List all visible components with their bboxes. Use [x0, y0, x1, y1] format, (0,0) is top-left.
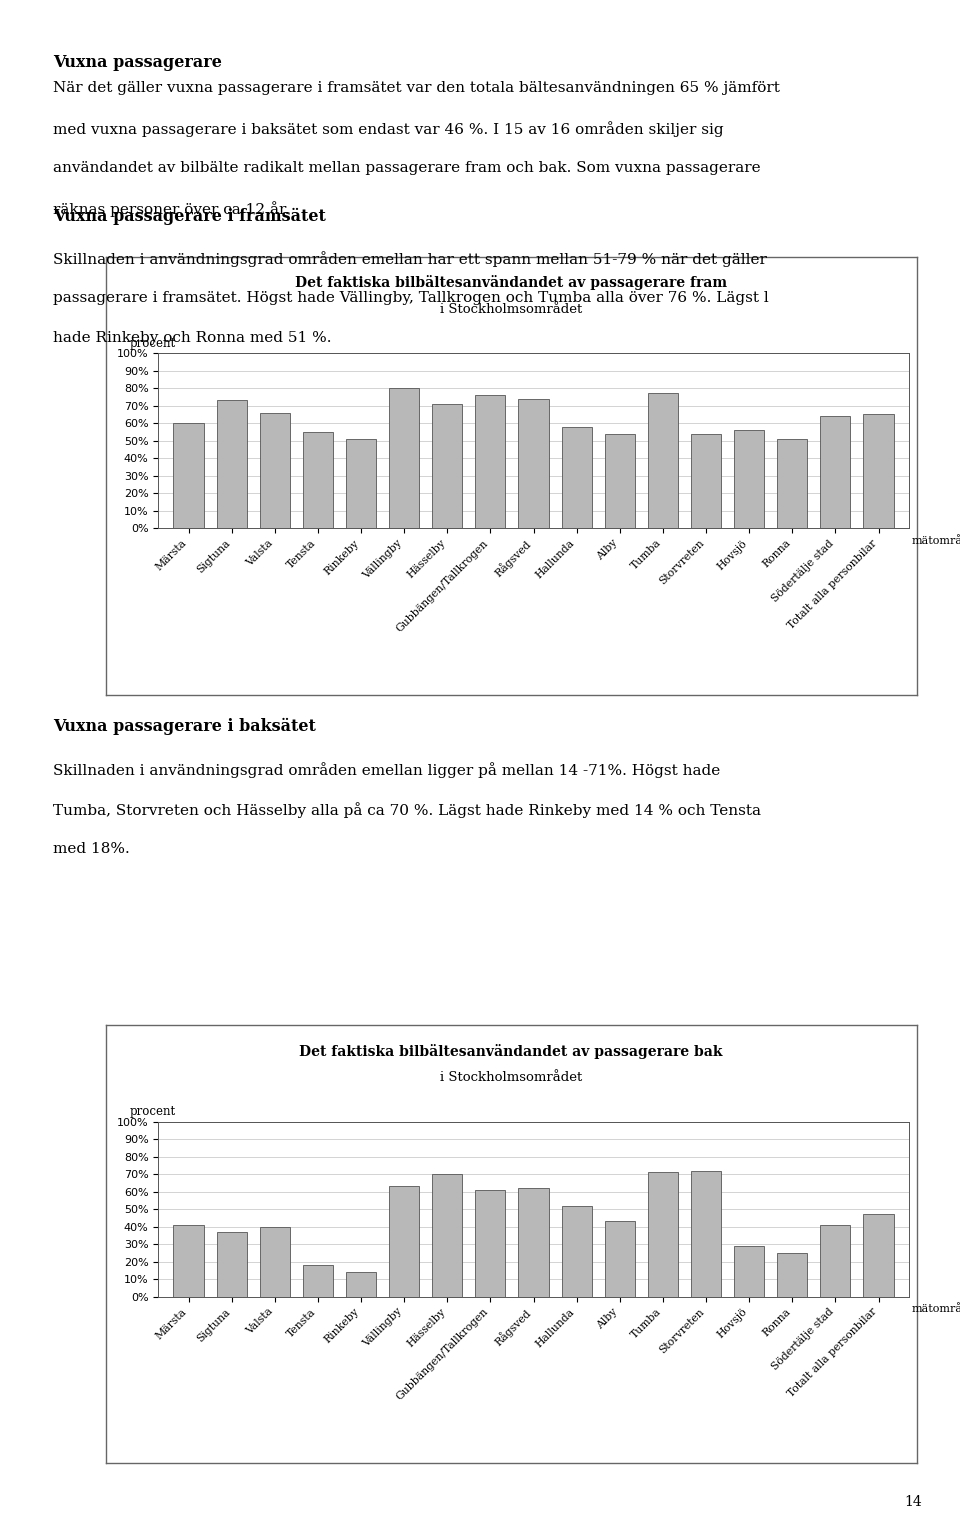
Bar — [217, 1233, 247, 1297]
Text: mätområden: mätområden — [912, 536, 960, 546]
Bar — [518, 1188, 548, 1297]
Bar — [648, 1173, 678, 1297]
Bar — [562, 1205, 591, 1297]
Bar — [346, 440, 376, 529]
Bar — [778, 1253, 807, 1297]
Text: När det gäller vuxna passagerare i framsätet var den totala bältesanvändningen 6: När det gäller vuxna passagerare i frams… — [53, 81, 780, 95]
Bar — [734, 430, 764, 529]
Text: procent: procent — [130, 1105, 176, 1117]
Bar — [691, 433, 721, 529]
Text: i Stockholmsområdet: i Stockholmsområdet — [440, 1071, 583, 1084]
Bar — [389, 1187, 420, 1297]
Bar — [605, 433, 635, 529]
Text: passagerare i framsätet. Högst hade Vällingby, Tallkrogen och Tumba alla över 76: passagerare i framsätet. Högst hade Väll… — [53, 292, 769, 306]
Text: Tumba, Storvreten och Hässelby alla på ca 70 %. Lägst hade Rinkeby med 14 % och : Tumba, Storvreten och Hässelby alla på c… — [53, 802, 760, 818]
Text: Det faktiska bilbältesanvändandet av passagerare bak: Det faktiska bilbältesanvändandet av pas… — [300, 1044, 723, 1059]
Text: användandet av bilbälte radikalt mellan passagerare fram och bak. Som vuxna pass: användandet av bilbälte radikalt mellan … — [53, 161, 760, 175]
Bar — [691, 1171, 721, 1297]
Bar — [778, 440, 807, 529]
Text: Vuxna passagerare: Vuxna passagerare — [53, 54, 222, 71]
Bar — [302, 432, 333, 529]
Bar — [605, 1222, 635, 1297]
Bar — [346, 1273, 376, 1297]
Bar — [518, 398, 548, 529]
Bar — [475, 1190, 506, 1297]
Bar — [217, 400, 247, 529]
Text: hade Rinkeby och Ronna med 51 %.: hade Rinkeby och Ronna med 51 %. — [53, 332, 331, 346]
Text: mätområde: mätområde — [912, 1305, 960, 1314]
Bar — [259, 412, 290, 529]
Bar — [648, 393, 678, 529]
Text: Vuxna passagerare i baksätet: Vuxna passagerare i baksätet — [53, 718, 316, 735]
Text: Vuxna passagerare i framsätet: Vuxna passagerare i framsätet — [53, 207, 325, 224]
Bar — [432, 404, 463, 529]
Bar — [432, 1174, 463, 1297]
Bar — [302, 1265, 333, 1297]
Text: räknas personer över ca 12 år.: räknas personer över ca 12 år. — [53, 201, 289, 217]
Text: procent: procent — [130, 337, 176, 349]
Text: 14: 14 — [904, 1496, 922, 1509]
Text: i Stockholmsområdet: i Stockholmsområdet — [440, 303, 583, 315]
Bar — [174, 1225, 204, 1297]
Bar — [863, 1214, 894, 1297]
Bar — [734, 1247, 764, 1297]
Bar — [562, 427, 591, 529]
Bar — [820, 417, 851, 529]
Text: med 18%.: med 18%. — [53, 842, 130, 856]
Text: med vuxna passagerare i baksätet som endast var 46 %. I 15 av 16 områden skiljer: med vuxna passagerare i baksätet som end… — [53, 121, 724, 137]
Bar — [863, 415, 894, 529]
Bar — [259, 1227, 290, 1297]
Text: Skillnaden i användningsgrad områden emellan har ett spann mellan 51-79 % när de: Skillnaden i användningsgrad områden eme… — [53, 252, 767, 267]
Bar — [820, 1225, 851, 1297]
Text: Skillnaden i användningsgrad områden emellan ligger på mellan 14 -71%. Högst had: Skillnaden i användningsgrad områden eme… — [53, 762, 720, 778]
Bar — [475, 395, 506, 529]
Bar — [174, 423, 204, 529]
Bar — [389, 387, 420, 529]
Text: Det faktiska bilbältesanvändandet av passagerare fram: Det faktiska bilbältesanvändandet av pas… — [295, 275, 728, 290]
